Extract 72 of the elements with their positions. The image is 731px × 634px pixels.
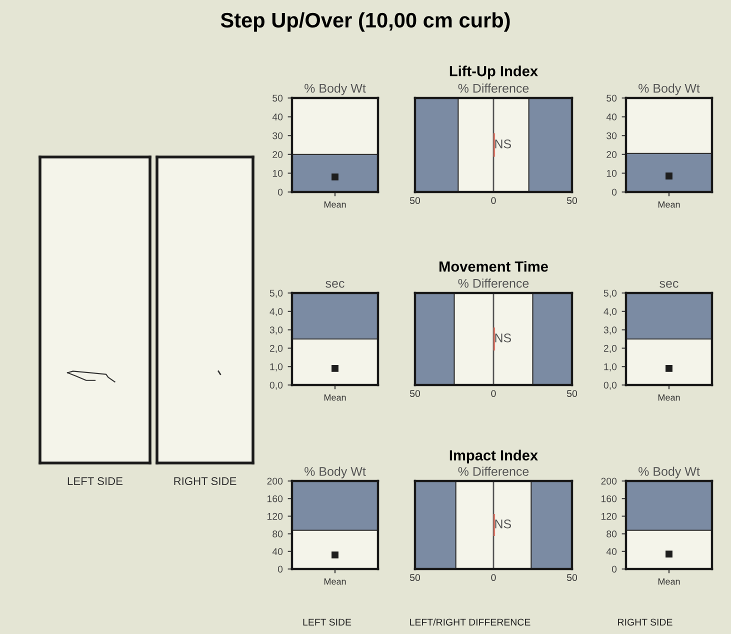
text: RIGHT SIDE: [618, 618, 672, 626]
y-tick-label: 80: [272, 530, 283, 538]
y-tick-label: 200: [601, 478, 617, 485]
text: LEFT SIDE: [303, 618, 352, 626]
x-tick-label: 50: [566, 574, 578, 581]
y-tick-label: 4,0: [604, 308, 617, 316]
y-tick-label: 40: [606, 548, 617, 556]
y-tick-label: 2,0: [604, 344, 617, 353]
y-tick-label: 160: [601, 495, 617, 502]
y-tick-label: 120: [267, 512, 283, 520]
y-tick-label: 20: [606, 151, 617, 158]
x-tick-label: 50: [566, 197, 578, 204]
y-tick-label: 50: [272, 94, 283, 102]
x-tick-label: 50: [410, 390, 420, 397]
y-tick-label: 80: [606, 530, 617, 538]
x-tick-label: Mean: [658, 201, 680, 208]
x-tick-label: 0: [491, 574, 496, 581]
x-tick-label: Mean: [658, 394, 680, 401]
y-tick-label: 1,0: [270, 363, 283, 372]
y-tick-label: 160: [267, 495, 283, 502]
x-tick-label: 50: [410, 574, 420, 581]
chart-title: Lift-Up Index: [450, 66, 538, 80]
chart-title: Movement Time: [440, 261, 548, 272]
x-tick-label: Mean: [658, 578, 680, 585]
y-axis-title: % Body Wt: [304, 84, 366, 96]
y-tick-label: 5,0: [604, 290, 617, 298]
y-tick-label: 4,0: [270, 308, 283, 316]
x-tick-label: 50: [566, 390, 578, 397]
chart-subtitle: % Difference: [458, 84, 529, 93]
y-axis-title: % Body Wt: [638, 466, 700, 478]
y-tick-label: 200: [267, 478, 283, 485]
x-tick-label: 0: [491, 390, 496, 397]
y-tick-label: 0: [612, 188, 617, 196]
x-tick-label: Mean: [324, 578, 346, 585]
y-axis-title: sec: [326, 280, 344, 288]
y-tick-label: 0: [612, 566, 617, 573]
text: RIGHT SIDE: [174, 477, 236, 486]
y-tick-label: 5,0: [270, 290, 283, 298]
y-tick-label: 40: [272, 548, 283, 556]
y-tick-label: 3,0: [604, 326, 617, 335]
y-tick-label: 10: [606, 170, 617, 177]
x-tick-label: 0: [491, 197, 496, 204]
y-tick-label: 10: [272, 170, 283, 177]
y-tick-label: 50: [606, 94, 617, 102]
x-tick-label: Mean: [324, 394, 346, 401]
annotation: NS: [495, 334, 512, 342]
y-axis-title: % Body Wt: [304, 466, 366, 478]
y-tick-label: 3,0: [270, 326, 283, 335]
y-tick-label: 1,0: [604, 363, 617, 372]
chart-subtitle: % Difference: [458, 278, 529, 288]
y-tick-label: 30: [272, 132, 283, 140]
y-tick-label: 120: [601, 512, 617, 520]
y-tick-label: 0,0: [270, 382, 283, 390]
x-tick-label: Mean: [324, 201, 346, 208]
annotation: NS: [495, 520, 512, 528]
y-tick-label: 2,0: [270, 344, 283, 353]
x-tick-label: 50: [410, 197, 420, 204]
y-tick-label: 0: [278, 188, 283, 196]
chart-subtitle: % Difference: [458, 466, 529, 476]
y-tick-label: 0: [278, 566, 283, 573]
text: LEFT/RIGHT DIFFERENCE: [410, 618, 530, 626]
y-tick-label: 40: [606, 114, 617, 120]
y-tick-label: 30: [606, 132, 617, 140]
y-tick-label: 20: [272, 151, 283, 158]
y-axis-title: % Body Wt: [638, 84, 700, 96]
text: Step Up/Over (10,00 cm curb): [220, 12, 510, 32]
chart-title: Impact Index: [450, 450, 538, 464]
text: LEFT SIDE: [68, 477, 123, 486]
y-axis-title: sec: [660, 280, 678, 288]
annotation: NS: [495, 140, 512, 148]
y-tick-label: 40: [272, 114, 283, 120]
y-tick-label: 0,0: [604, 382, 617, 390]
